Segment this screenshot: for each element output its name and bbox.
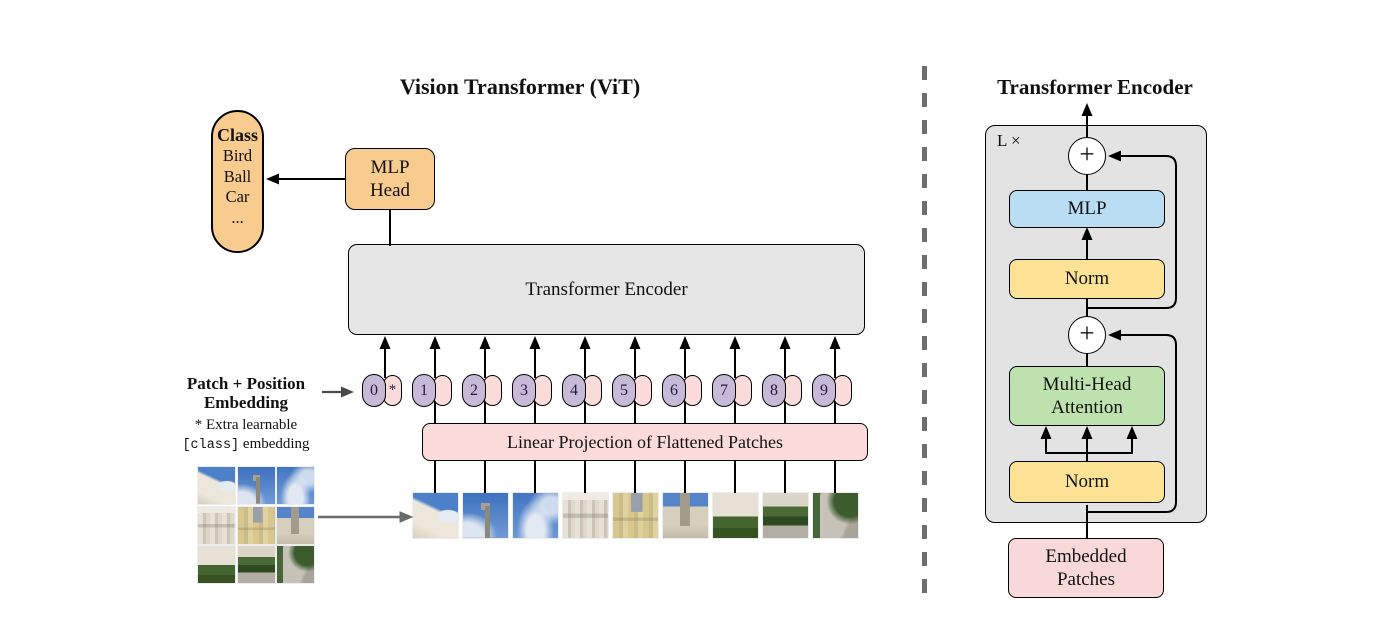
image-patch (461, 492, 509, 539)
image-patch (236, 505, 276, 545)
token-pair: 4 (562, 374, 606, 409)
image-patch (711, 492, 759, 539)
mlp-head-box: MLP Head (345, 148, 435, 210)
footnote-line1: * Extra learnable (194, 417, 298, 433)
token-pair: * 0 (362, 374, 406, 409)
pp-label-line1: Patch + Position (186, 374, 306, 393)
image-patch (197, 505, 236, 545)
mha-line2: Attention (1051, 397, 1123, 418)
position-embedding-pill: 5 (612, 374, 636, 407)
image-patch (811, 492, 859, 539)
norm-label: Norm (1064, 268, 1110, 290)
image-patch (197, 545, 236, 584)
dashed-divider (922, 66, 927, 600)
token-pair: 1 (412, 374, 456, 409)
token-pair: 6 (662, 374, 706, 409)
token-pair: 2 (462, 374, 506, 409)
linear-projection-box: Linear Projection of Flattened Patches (422, 423, 868, 461)
layers-repeat-label: L × (997, 131, 1021, 150)
image-patch (276, 505, 315, 545)
norm-block-top: Norm (1009, 259, 1165, 299)
position-embedding-pill: 7 (712, 374, 736, 407)
position-embedding-pill: 3 (512, 374, 536, 407)
class-item: ... (231, 207, 244, 227)
token-pair: 7 (712, 374, 756, 409)
class-item: Car (225, 187, 250, 206)
token-pair: 8 (762, 374, 806, 409)
norm-block-bottom: Norm (1009, 461, 1165, 503)
plus-sign: + (1079, 139, 1095, 169)
token-pair: 5 (612, 374, 656, 409)
mha-line1: Multi-Head (1042, 374, 1132, 395)
class-item: Ball (223, 166, 252, 186)
image-patch (276, 545, 315, 584)
class-header: Class (216, 125, 258, 145)
class-item: Bird (222, 146, 253, 165)
position-embedding-pill: 4 (562, 374, 586, 407)
linear-projection-label: Linear Projection of Flattened Patches (507, 431, 783, 452)
norm-label: Norm (1064, 471, 1110, 493)
image-patch (611, 492, 659, 539)
position-embedding-pill: 2 (462, 374, 486, 407)
mlp-head-line1: MLP (370, 157, 410, 178)
token-pair: 3 (512, 374, 556, 409)
left-figure-title: Vision Transformer (ViT) (399, 74, 641, 99)
residual-add-top: + (1068, 137, 1106, 175)
patch-to-projection-lines (434, 459, 836, 494)
position-embedding-pill: 1 (412, 374, 436, 407)
embedded-patches-box: Embedded Patches (1008, 538, 1164, 598)
pp-label-line2: Embedding (203, 393, 289, 412)
patch-position-embedding-label: Patch + Position Embedding (140, 374, 352, 412)
plus-sign: + (1079, 318, 1095, 348)
ep-line1: Embedded (1045, 546, 1127, 567)
image-patch (276, 466, 315, 505)
mlp-head-line2: Head (369, 180, 411, 201)
image-patch (661, 492, 709, 539)
class-token-footnote: * Extra learnable [class] embedding (140, 416, 352, 455)
image-patch (511, 492, 559, 539)
image-patch (236, 466, 276, 505)
token-pair: 9 (812, 374, 856, 409)
mlp-label: MLP (1067, 198, 1107, 220)
ep-line2: Patches (1056, 569, 1116, 590)
image-patch (761, 492, 809, 539)
mlp-block: MLP (1009, 190, 1165, 228)
right-figure-title: Transformer Encoder (997, 75, 1193, 99)
footnote-rest: embedding (239, 436, 310, 452)
token-to-encoder-arrows (379, 336, 841, 378)
class-output-pill: Class Bird Ball Car ... (211, 110, 264, 253)
position-embedding-pill: 8 (762, 374, 786, 407)
image-patch (236, 545, 276, 584)
transformer-encoder-label: Transformer Encoder (525, 278, 688, 300)
position-embedding-pill: 6 (662, 374, 686, 407)
class-code-token: [class] (182, 438, 240, 453)
image-patch (197, 466, 236, 505)
position-embedding-pill: 0 (362, 374, 386, 407)
image-patch (411, 492, 459, 539)
residual-add-bottom: + (1068, 316, 1106, 354)
image-patch (561, 492, 609, 539)
transformer-encoder-box: Transformer Encoder (348, 244, 865, 335)
footnote-line2: [class] embedding (140, 435, 352, 455)
position-embedding-pill: 9 (812, 374, 836, 407)
multi-head-attention-block: Multi-Head Attention (1009, 366, 1165, 426)
